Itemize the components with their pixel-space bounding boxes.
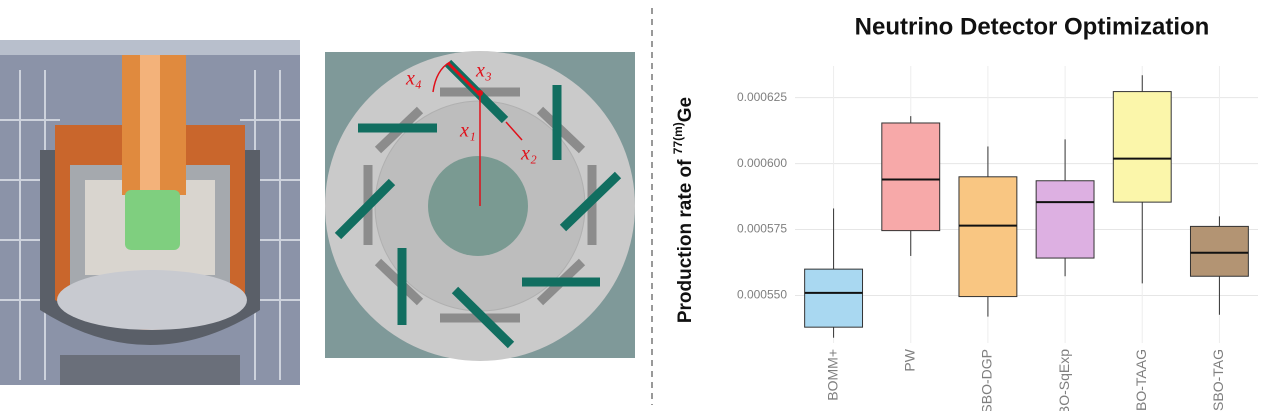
x-tick-label: SBO-TAAG [1133,349,1149,411]
y-tick-label: 0.000600 [737,156,787,170]
y-tick-label: 0.000575 [737,222,787,236]
box [1189,225,1249,277]
x-tick-label: SBO-DGP [979,349,995,411]
chart-title: Neutrino Detector Optimization [855,13,1210,40]
y-axis-label: Production rate of 77(m)Ge [671,97,696,323]
box [958,176,1018,298]
box [881,122,941,232]
x-tick-label: SBO-SqExp [1056,349,1072,411]
x-tick-label: PW [901,348,917,371]
box [1035,180,1095,259]
variable-label: x₃ [475,60,492,82]
y-axis-label-text: Production rate of [675,154,696,323]
variable-label: x₄ [405,68,422,90]
y-axis-label-suffix: Ge [675,97,696,122]
box [1112,91,1172,203]
y-tick-label: 0.000625 [737,90,787,104]
box [804,268,864,328]
variable-label: x₁ [459,120,476,142]
x-tick-label: BOMM+ [824,349,840,401]
y-axis-label-superscript: 77(m) [671,122,685,154]
optimization-schematic: x₁ x₂ x₃ x₄ [325,51,635,361]
detector-illustration [0,40,300,385]
x-tick-label: SBO-TAG [1210,349,1226,411]
variable-label: x₂ [520,143,537,165]
y-tick-label: 0.000550 [737,288,787,302]
